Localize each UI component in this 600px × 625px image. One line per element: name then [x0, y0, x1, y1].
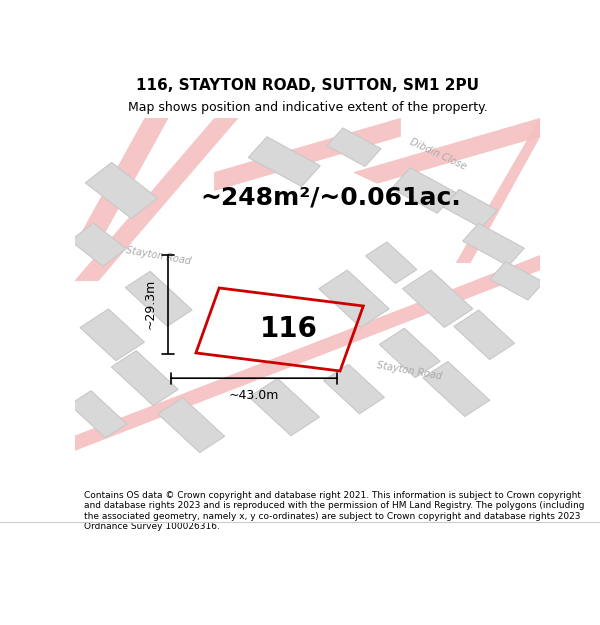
Polygon shape — [323, 364, 385, 414]
Polygon shape — [457, 118, 540, 262]
Polygon shape — [80, 309, 145, 361]
Polygon shape — [158, 398, 224, 452]
Text: 116, STAYTON ROAD, SUTTON, SM1 2PU: 116, STAYTON ROAD, SUTTON, SM1 2PU — [136, 78, 479, 93]
Polygon shape — [75, 256, 540, 451]
Text: ~43.0m: ~43.0m — [229, 389, 279, 402]
Polygon shape — [354, 118, 540, 183]
Polygon shape — [490, 261, 544, 300]
Polygon shape — [443, 189, 497, 228]
Text: Stayton Road: Stayton Road — [376, 361, 443, 382]
Text: ~29.3m: ~29.3m — [143, 279, 157, 329]
Polygon shape — [70, 391, 127, 438]
Polygon shape — [112, 351, 178, 406]
Polygon shape — [319, 270, 389, 328]
Polygon shape — [248, 137, 320, 186]
Polygon shape — [75, 118, 238, 281]
Text: Dibdin Close: Dibdin Close — [408, 137, 467, 172]
Polygon shape — [423, 361, 490, 416]
Polygon shape — [70, 223, 126, 266]
Text: Contains OS data © Crown copyright and database right 2021. This information is : Contains OS data © Crown copyright and d… — [84, 491, 585, 531]
Polygon shape — [463, 223, 524, 266]
Polygon shape — [454, 310, 515, 359]
Text: 116: 116 — [260, 316, 318, 344]
Polygon shape — [249, 378, 319, 436]
Polygon shape — [75, 118, 168, 244]
Polygon shape — [215, 118, 401, 191]
Polygon shape — [392, 168, 456, 213]
Text: Map shows position and indicative extent of the property.: Map shows position and indicative extent… — [128, 101, 487, 114]
Polygon shape — [85, 162, 158, 219]
Polygon shape — [379, 328, 440, 378]
Polygon shape — [327, 128, 381, 166]
Polygon shape — [365, 242, 417, 284]
Polygon shape — [403, 270, 473, 328]
Polygon shape — [125, 271, 192, 326]
Text: ~248m²/~0.061ac.: ~248m²/~0.061ac. — [200, 186, 461, 210]
Text: Stayton Road: Stayton Road — [125, 245, 192, 266]
